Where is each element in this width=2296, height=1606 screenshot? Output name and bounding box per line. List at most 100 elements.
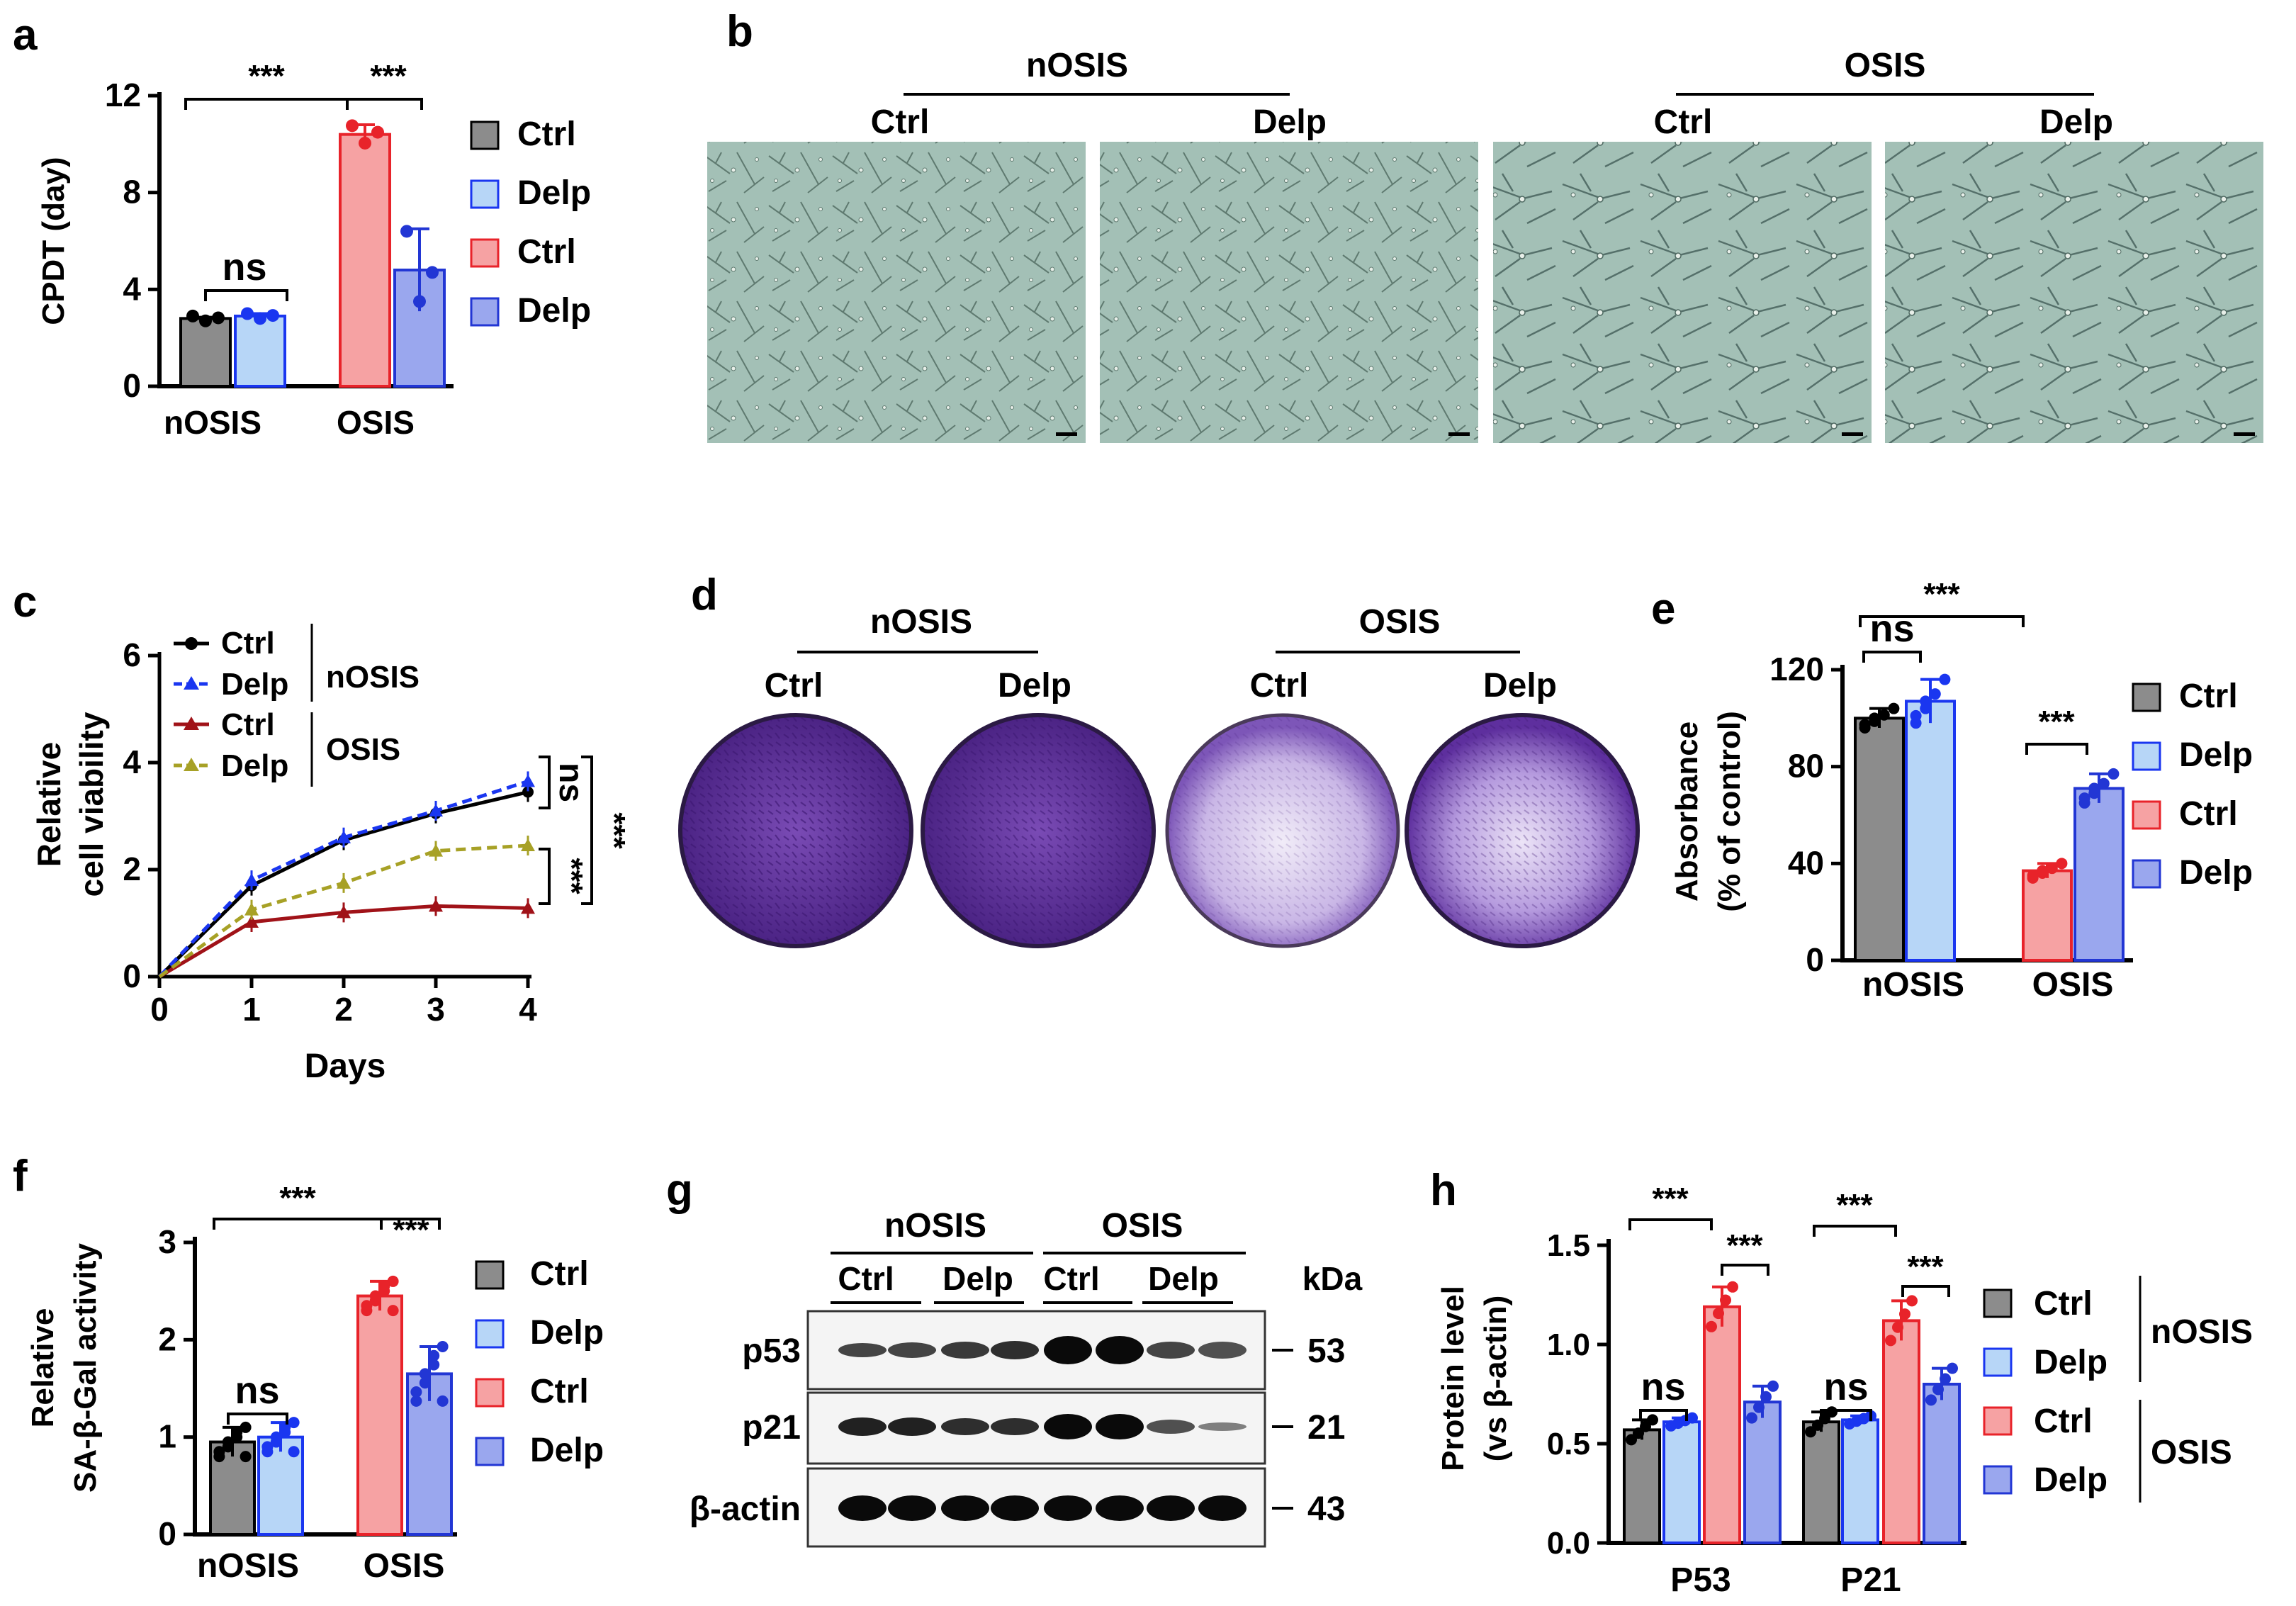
panel-h-legend-group-osis: OSIS bbox=[2151, 1434, 2232, 1471]
panel-h-bracket-p21-1 bbox=[1813, 1225, 1897, 1237]
well-delp-nosis bbox=[921, 713, 1156, 948]
panel-f-legend-delp: Delp bbox=[530, 1314, 604, 1352]
data-point bbox=[429, 843, 443, 857]
data-point bbox=[270, 1431, 282, 1443]
panel-d-label-delp-osis: Delp bbox=[1483, 667, 1557, 704]
panel-g-ctrl-osis: Ctrl bbox=[1043, 1260, 1099, 1297]
data-point bbox=[419, 1368, 431, 1380]
panel-f-xcat-osis: OSIS bbox=[364, 1547, 445, 1585]
data-point bbox=[1633, 1427, 1644, 1439]
ytick-label: 0.0 bbox=[1547, 1526, 1590, 1561]
legend-swatch-ctrl-nosis bbox=[1983, 1288, 2013, 1318]
panel-e-legend-ctrl-2: Ctrl bbox=[2179, 795, 2238, 833]
panel-h-ylabel-1: Protein level bbox=[1436, 1286, 1470, 1471]
panel-d-label-ctrl-osis: Ctrl bbox=[1250, 667, 1309, 704]
data-point bbox=[199, 314, 212, 327]
panel-e-legend: Ctrl Delp Ctrl Delp bbox=[2132, 678, 2253, 892]
legend-label-ctrl: Ctrl bbox=[517, 116, 576, 153]
bar bbox=[1703, 1305, 1741, 1545]
panel-h-legend-delp: Delp bbox=[2034, 1344, 2108, 1381]
panel-h-legend-delp-2: Delp bbox=[2034, 1461, 2108, 1499]
panel-a-xcat-nosis: nOSIS bbox=[164, 404, 261, 441]
panel-g-group-osis: OSIS bbox=[1102, 1207, 1183, 1245]
panel-e-legend-ctrl: Ctrl bbox=[2179, 678, 2238, 715]
panel-e-chart: Absorbance (% of control) 0 40 80 120 nOSIS… bbox=[1670, 577, 2253, 1004]
panel-f-bracket-2 bbox=[380, 1218, 441, 1230]
data-point bbox=[1878, 709, 1890, 721]
well-ctrl-nosis bbox=[678, 713, 913, 948]
data-point bbox=[387, 1305, 399, 1317]
blot-band bbox=[838, 1343, 887, 1357]
scale-bar-4 bbox=[2234, 432, 2255, 436]
legend-swatch-ctrl-nosis bbox=[470, 120, 500, 150]
data-point bbox=[1767, 1380, 1779, 1392]
panel-h-legend: Ctrl Delp Ctrl Delp nOSIS OSIS bbox=[1983, 1276, 2253, 1503]
ytick-label: 120 bbox=[1769, 651, 1824, 687]
ytick-label: 2 bbox=[158, 1320, 176, 1357]
data-point bbox=[2037, 865, 2049, 877]
data-point bbox=[1888, 702, 1900, 714]
panel-e-legend-delp-2: Delp bbox=[2179, 854, 2253, 892]
data-point bbox=[1932, 1383, 1944, 1396]
micrograph-delp-nosis bbox=[1100, 142, 1478, 443]
data-point bbox=[429, 899, 443, 912]
blot-band bbox=[1198, 1495, 1247, 1521]
data-point bbox=[1939, 673, 1951, 685]
xtick-label: 0 bbox=[150, 991, 169, 1028]
ytick-label: 12 bbox=[105, 77, 141, 113]
data-point bbox=[410, 1386, 422, 1398]
data-point bbox=[1869, 712, 1881, 724]
bar bbox=[1905, 700, 1956, 962]
data-point bbox=[410, 1395, 422, 1407]
data-point bbox=[2098, 777, 2110, 790]
panel-h-xcat-p21: P21 bbox=[1840, 1561, 1901, 1599]
data-point bbox=[428, 1349, 440, 1361]
blot-kda-43: 43 bbox=[1307, 1490, 1345, 1528]
data-point bbox=[419, 1377, 431, 1389]
data-point bbox=[1885, 1335, 1896, 1347]
panel-h-sig-p21-1: *** bbox=[1836, 1188, 1873, 1223]
panel-b-label-delp-osis: Delp bbox=[2039, 103, 2113, 141]
data-point bbox=[244, 902, 259, 916]
data-point bbox=[1626, 1434, 1637, 1446]
panel-a-yticks: 0 4 8 12 bbox=[105, 77, 159, 404]
data-point bbox=[266, 309, 279, 322]
legend-swatch-delp-nosis bbox=[2132, 741, 2161, 771]
data-point bbox=[254, 312, 266, 325]
scale-bar-2 bbox=[1448, 432, 1470, 436]
ytick-label: 2 bbox=[123, 850, 141, 887]
data-point bbox=[437, 1395, 449, 1407]
data-point bbox=[244, 873, 259, 887]
scale-bar-3 bbox=[1842, 432, 1863, 436]
panel-c-legend: Ctrl Delp Ctrl Delp nOSIS OSIS bbox=[174, 624, 420, 787]
data-point bbox=[361, 1300, 373, 1312]
panel-a-bracket-ns bbox=[204, 289, 288, 301]
panel-c-legend-ctrl-osis: Ctrl bbox=[221, 707, 275, 742]
data-point bbox=[213, 1446, 225, 1458]
panel-b-label-delp-nosis: Delp bbox=[1253, 103, 1327, 141]
legend-marker-ctrl-osis bbox=[184, 717, 199, 730]
data-point bbox=[2078, 792, 2090, 804]
data-point bbox=[1640, 1420, 1651, 1432]
panel-c-chart: Relative cell viability 0 2 4 6 0 1 2 3 4 Days C… bbox=[30, 624, 631, 1085]
data-point bbox=[1929, 688, 1941, 700]
ytick-label: 0 bbox=[123, 958, 141, 994]
panel-c-bracket-ns bbox=[539, 756, 551, 809]
data-point bbox=[1899, 1308, 1910, 1320]
bar bbox=[1743, 1400, 1782, 1544]
panel-e-bars bbox=[1854, 673, 2125, 962]
panel-e-xcat-nosis: nOSIS bbox=[1862, 966, 1964, 1004]
data-point bbox=[428, 1359, 440, 1371]
xtick-label: 1 bbox=[242, 991, 261, 1028]
panel-f-legend-ctrl-2: Ctrl bbox=[530, 1373, 589, 1410]
panel-a-legend: Ctrl Delp Ctrl Delp bbox=[470, 116, 591, 330]
blot-band bbox=[1198, 1422, 1247, 1431]
legend-marker-delp-nosis bbox=[184, 676, 199, 690]
panel-d-label-delp-nosis: Delp bbox=[998, 667, 1071, 704]
data-point bbox=[2056, 858, 2068, 870]
data-point bbox=[222, 1436, 234, 1448]
panel-a-sig-1: *** bbox=[248, 59, 285, 94]
panel-h-sig-p21-2: *** bbox=[1907, 1250, 1944, 1284]
legend-marker-ctrl-nosis bbox=[185, 637, 198, 650]
blot-band bbox=[991, 1418, 1039, 1435]
